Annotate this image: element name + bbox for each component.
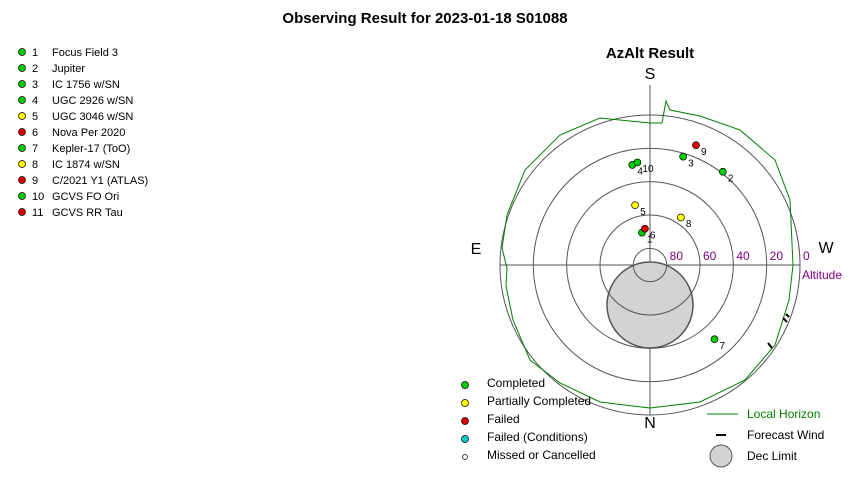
list-id: 3 — [32, 79, 38, 91]
point-label: 10 — [642, 164, 654, 175]
r-tick-label: 80 — [670, 249, 684, 263]
list-id: 1 — [32, 47, 38, 59]
legend-dot — [461, 399, 469, 407]
legend-label: Local Horizon — [747, 407, 820, 421]
target-point — [710, 335, 719, 344]
point-label: 6 — [650, 230, 656, 241]
legend-label: Failed — [487, 412, 520, 426]
list-name: UGC 2926 w/SN — [52, 95, 133, 107]
list-id: 4 — [32, 95, 38, 107]
list-dot — [18, 128, 26, 136]
legend-dec — [709, 444, 733, 468]
point-label: 1 — [647, 234, 653, 245]
list-name: Focus Field 3 — [52, 47, 118, 59]
altitude-ring — [599, 214, 701, 316]
chart-title: Observing Result for 2023-01-18 S01088 — [282, 10, 567, 27]
direction-label: S — [645, 66, 656, 83]
list-name: GCVS FO Ori — [52, 191, 119, 203]
point-label: 2 — [728, 173, 734, 184]
point-label: 5 — [640, 207, 646, 218]
list-dot — [18, 48, 26, 56]
altitude-ring — [499, 114, 801, 416]
list-dot — [18, 96, 26, 104]
legend-dot — [461, 435, 469, 443]
altitude-ring — [532, 147, 768, 383]
wind-marks — [767, 313, 790, 349]
r-tick-label: 60 — [703, 249, 717, 263]
target-point — [677, 213, 685, 222]
list-name: GCVS RR Tau — [52, 207, 123, 219]
direction-label: E — [471, 241, 482, 258]
target-point — [641, 224, 649, 233]
list-dot — [18, 176, 26, 184]
legend-label: Failed (Conditions) — [487, 430, 588, 444]
legend-dot — [461, 381, 469, 389]
list-id: 9 — [32, 175, 38, 187]
list-id: 5 — [32, 111, 38, 123]
list-name: Nova Per 2020 — [52, 127, 125, 139]
point-label: 3 — [688, 158, 694, 169]
target-point — [633, 158, 642, 167]
legend-dot — [462, 454, 468, 460]
direction-label: W — [818, 240, 834, 257]
list-dot — [18, 192, 26, 200]
list-dot — [18, 112, 26, 120]
list-id: 11 — [32, 207, 43, 219]
list-id: 10 — [32, 191, 44, 203]
legend-label: Forecast Wind — [747, 428, 824, 442]
point-label: 7 — [720, 341, 726, 352]
list-name: UGC 3046 w/SN — [52, 111, 133, 123]
point-label: 9 — [701, 147, 707, 158]
legend-label: Dec Limit — [747, 449, 798, 463]
plot-title: AzAlt Result — [606, 45, 694, 62]
r-tick-label: 20 — [770, 249, 784, 263]
r-tick-label: 0 — [803, 249, 810, 263]
legend-label: Missed or Cancelled — [487, 448, 596, 462]
target-point — [631, 201, 639, 210]
point-label: 4 — [637, 167, 643, 178]
list-name: C/2021 Y1 (ATLAS) — [52, 175, 148, 187]
target-point — [692, 141, 700, 150]
list-name: Kepler-17 (ToO) — [52, 143, 130, 155]
list-dot — [18, 80, 26, 88]
r-tick-label: 40 — [736, 249, 750, 263]
local-horizon — [501, 99, 794, 409]
list-dot — [18, 208, 26, 216]
list-id: 2 — [32, 63, 38, 75]
list-id: 7 — [32, 143, 38, 155]
list-dot — [18, 144, 26, 152]
target-point — [719, 167, 727, 176]
list-id: 6 — [32, 127, 38, 139]
list-dot — [18, 160, 26, 168]
list-id: 8 — [32, 159, 38, 171]
point-label: 8 — [686, 219, 692, 230]
list-name: IC 1756 w/SN — [52, 79, 120, 91]
legend-label: Partially Completed — [487, 394, 591, 408]
list-dot — [18, 64, 26, 72]
legend-dot — [461, 417, 469, 425]
direction-label: N — [644, 415, 656, 432]
altitude-ring — [632, 247, 668, 283]
radial-axis-label: Altitude — [802, 268, 842, 282]
list-name: IC 1874 w/SN — [52, 159, 120, 171]
altitude-ring — [566, 181, 734, 349]
target-point — [679, 152, 687, 161]
list-name: Jupiter — [52, 63, 85, 75]
legend-label: Completed — [487, 376, 545, 390]
